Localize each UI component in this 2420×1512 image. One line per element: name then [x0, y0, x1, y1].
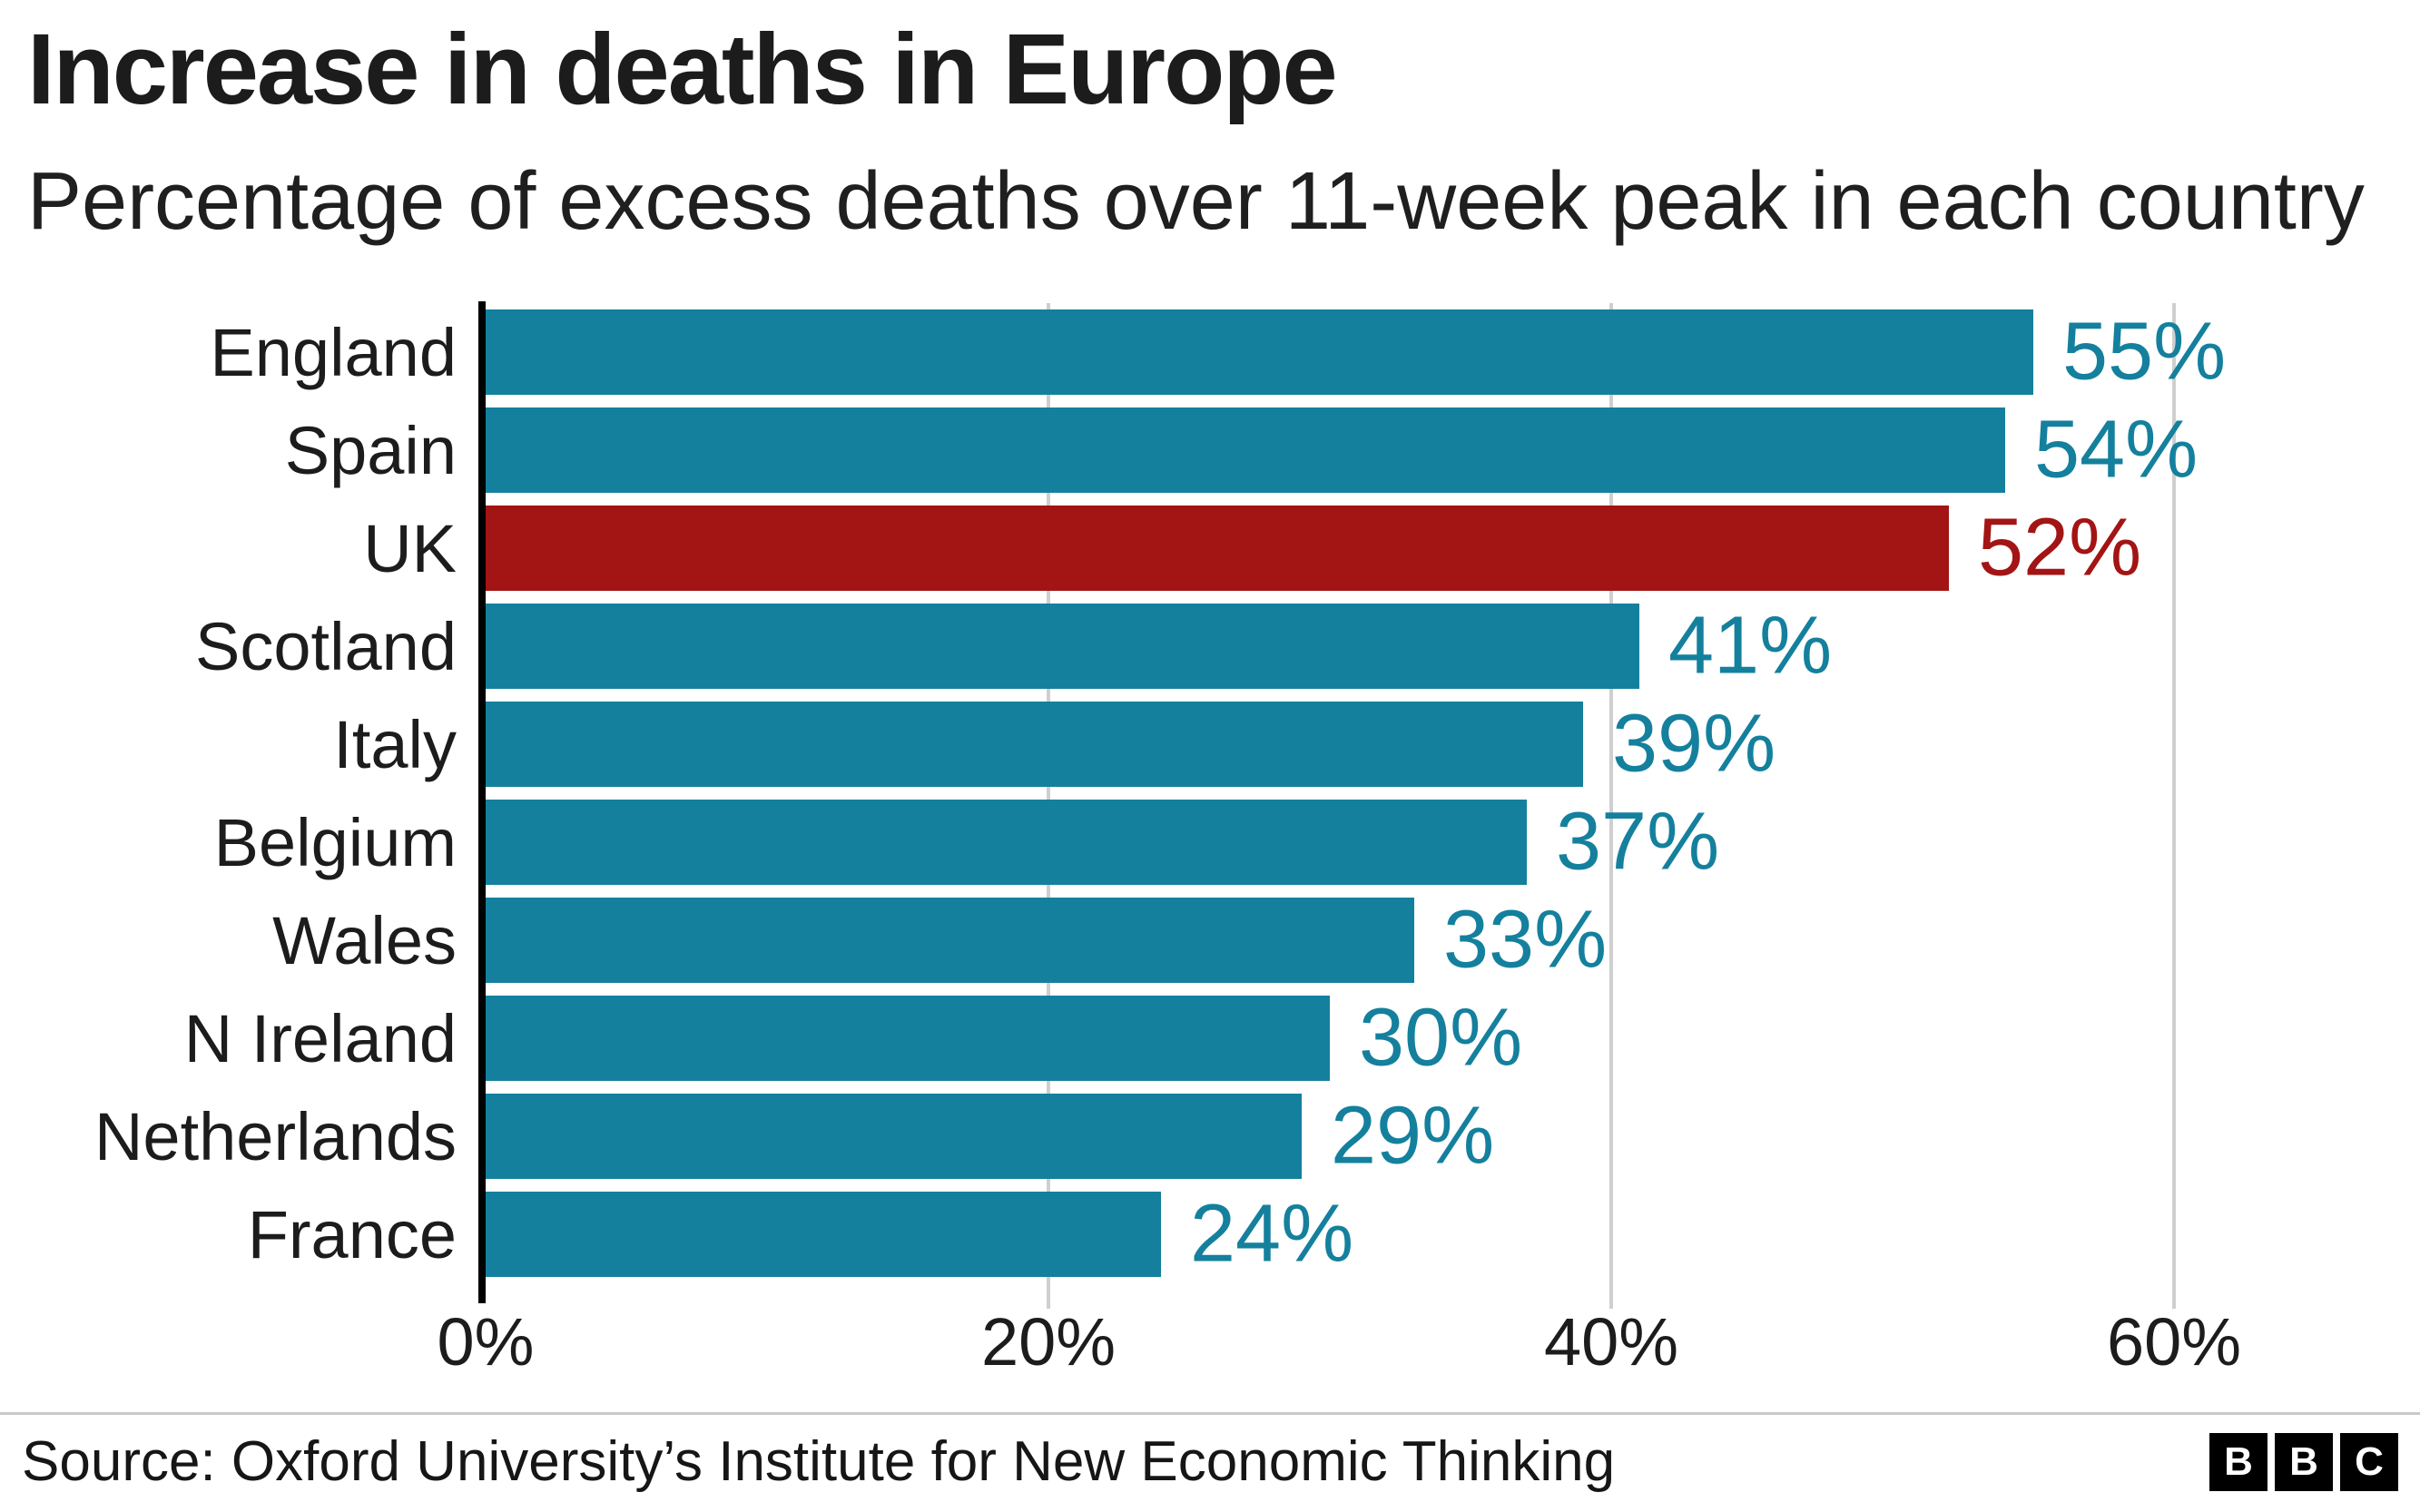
chart-row: Belgium 37%: [27, 793, 2343, 891]
category-label: Wales: [272, 902, 457, 978]
category-label: France: [247, 1196, 457, 1272]
bar-track: 37%: [486, 793, 2343, 891]
x-tick-label: 40%: [1543, 1304, 1679, 1379]
x-axis-ticks: 0% 20% 40% 60%: [438, 1283, 2343, 1388]
chart-row: Scotland 41%: [27, 597, 2343, 695]
y-axis-line: [478, 301, 486, 1303]
value-label: 24%: [1190, 1188, 1354, 1280]
bbc-logo-letter: B: [2275, 1432, 2333, 1491]
bar: [486, 309, 2033, 395]
bar: [486, 800, 1527, 885]
bar-track: 39%: [486, 695, 2343, 793]
bar-track: 30%: [486, 989, 2343, 1087]
bbc-logo-letter: C: [2340, 1432, 2398, 1491]
category-label: UK: [363, 510, 457, 586]
value-label: 54%: [2034, 404, 2199, 496]
category-label: Spain: [284, 412, 457, 488]
bar-track: 33%: [486, 891, 2343, 989]
bar-track: 54%: [486, 401, 2343, 499]
chart-row: Italy 39%: [27, 695, 2343, 793]
x-tick-label: 60%: [2106, 1304, 2242, 1379]
value-label: 55%: [2062, 306, 2227, 398]
chart-rows: England 55% Spain 54% UK 52% Scotland 41% Italy 3…: [27, 303, 2343, 1283]
category-label: England: [210, 314, 457, 390]
bar: [486, 407, 2005, 493]
bar-track: 55%: [486, 303, 2343, 401]
value-label: 33%: [1443, 894, 1608, 986]
chart-title: Increase in deaths in Europe: [27, 14, 1338, 125]
chart-row: UK 52%: [27, 499, 2343, 597]
plot-area: England 55% Spain 54% UK 52% Scotland 41% Italy 3…: [27, 301, 2343, 1388]
x-tick-label: 0%: [437, 1304, 535, 1379]
value-label: 37%: [1556, 796, 1720, 888]
category-label: Scotland: [195, 608, 457, 684]
bar: [486, 1094, 1302, 1179]
value-label: 52%: [1978, 502, 2142, 594]
footer: Source: Oxford University’s Institute fo…: [0, 1412, 2420, 1512]
bar: [486, 1192, 1161, 1277]
source-text: Source: Oxford University’s Institute fo…: [22, 1430, 1616, 1493]
bar-chart: England 55% Spain 54% UK 52% Scotland 41% Italy 3…: [0, 301, 2420, 1388]
bar-track: 24%: [486, 1185, 2343, 1283]
chart-row: Spain 54%: [27, 401, 2343, 499]
bar: [486, 604, 1639, 689]
category-label: Netherlands: [93, 1098, 457, 1174]
bar-track: 41%: [486, 597, 2343, 695]
bar-track: 29%: [486, 1087, 2343, 1185]
chart-row: Wales 33%: [27, 891, 2343, 989]
x-tick-label: 20%: [980, 1304, 1117, 1379]
chart-row: Netherlands 29%: [27, 1087, 2343, 1185]
chart-row: N Ireland 30%: [27, 989, 2343, 1087]
category-label: N Ireland: [183, 1000, 457, 1076]
chart-row: England 55%: [27, 303, 2343, 401]
bar-track: 52%: [486, 499, 2343, 597]
value-label: 41%: [1668, 600, 1833, 692]
bar: [486, 702, 1583, 787]
bar: [486, 996, 1330, 1081]
bbc-logo-letter: B: [2209, 1432, 2268, 1491]
value-label: 30%: [1358, 992, 1523, 1084]
category-label: Italy: [333, 706, 457, 782]
value-label: 29%: [1330, 1090, 1495, 1182]
category-label: Belgium: [213, 804, 457, 880]
chart-row: France 24%: [27, 1185, 2343, 1283]
bar-highlighted: [486, 506, 1949, 591]
bar: [486, 898, 1414, 983]
value-label: 39%: [1612, 698, 1776, 790]
chart-subtitle: Percentage of excess deaths over 11-week…: [27, 155, 2365, 247]
